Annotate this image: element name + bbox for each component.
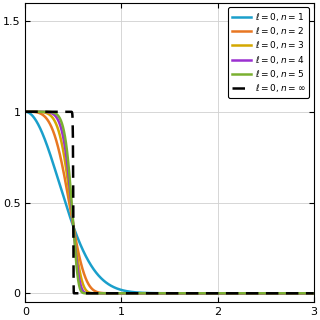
$\ell = 0, n = 4$ [304,292,308,295]
$\ell = 0, n = 3$ [303,292,307,295]
$\ell = 0, n = 3$ [164,292,167,295]
$\ell = 0, n = \infty$ [156,292,160,295]
$\ell = 0, n = \infty$ [23,110,27,114]
$\ell = 0, n = 4$ [303,292,307,295]
$\ell = 0, n = 1$ [164,291,167,295]
Line: $\ell = 0, n = 3$: $\ell = 0, n = 3$ [25,112,314,293]
$\ell = 0, n = 2$ [38,111,42,115]
$\ell = 0, n = 4$ [38,110,42,114]
$\ell = 0, n = 2$ [164,292,167,295]
$\ell = 0, n = 5$ [38,110,42,114]
$\ell = 0, n = \infty$ [304,292,308,295]
$\ell = 0, n = 2$ [304,292,308,295]
$\ell = 0, n = 4$ [251,292,254,295]
$\ell = 0, n = 5$ [303,292,307,295]
Line: $\ell = 0, n = 4$: $\ell = 0, n = 4$ [25,112,314,293]
$\ell = 0, n = 2$ [275,292,278,295]
$\ell = 0, n = \infty$ [164,292,168,295]
$\ell = 0, n = \infty$ [251,292,254,295]
Line: $\ell = 0, n = \infty$: $\ell = 0, n = \infty$ [25,112,314,293]
$\ell = 0, n = 2$ [251,292,254,295]
$\ell = 0, n = 4$ [23,110,27,114]
$\ell = 0, n = 1$ [156,291,160,295]
Line: $\ell = 0, n = 2$: $\ell = 0, n = 2$ [25,112,314,293]
$\ell = 0, n = 3$ [251,292,254,295]
$\ell = 0, n = \infty$ [303,292,307,295]
Line: $\ell = 0, n = 5$: $\ell = 0, n = 5$ [25,112,314,293]
$\ell = 0, n = 1$ [312,292,316,295]
$\ell = 0, n = 2$ [303,292,307,295]
$\ell = 0, n = 5$ [156,292,160,295]
$\ell = 0, n = \infty$ [38,110,42,114]
$\ell = 0, n = 5$ [312,292,316,295]
Line: $\ell = 0, n = 1$: $\ell = 0, n = 1$ [25,112,314,293]
$\ell = 0, n = \infty$ [73,292,77,295]
$\ell = 0, n = 3$ [23,110,27,114]
$\ell = 0, n = 1$ [38,126,42,130]
$\ell = 0, n = 1$ [303,292,307,295]
$\ell = 0, n = 4$ [156,292,160,295]
$\ell = 0, n = 2$ [156,292,160,295]
$\ell = 0, n = 5$ [251,292,254,295]
$\ell = 0, n = 2$ [312,292,316,295]
$\ell = 0, n = \infty$ [312,292,316,295]
$\ell = 0, n = 5$ [23,110,27,114]
$\ell = 0, n = 1$ [251,292,254,295]
$\ell = 0, n = 5$ [116,292,120,295]
$\ell = 0, n = 1$ [23,110,27,114]
$\ell = 0, n = 3$ [168,292,172,295]
$\ell = 0, n = 5$ [304,292,308,295]
$\ell = 0, n = 3$ [156,292,160,295]
$\ell = 0, n = 2$ [23,110,27,114]
$\ell = 0, n = 4$ [164,292,168,295]
$\ell = 0, n = 4$ [312,292,316,295]
$\ell = 0, n = 3$ [304,292,308,295]
$\ell = 0, n = 1$ [303,292,307,295]
$\ell = 0, n = 3$ [312,292,316,295]
Legend: $\ell = 0, n = 1$, $\ell = 0, n = 2$, $\ell = 0, n = 3$, $\ell = 0, n = 4$, $\el: $\ell = 0, n = 1$, $\ell = 0, n = 2$, $\… [228,7,309,98]
$\ell = 0, n = 5$ [164,292,168,295]
$\ell = 0, n = 3$ [38,110,42,114]
$\ell = 0, n = 4$ [133,292,137,295]
